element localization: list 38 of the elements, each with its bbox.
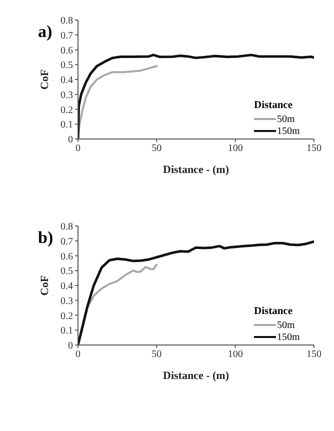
y-axis-title: CoF (38, 69, 51, 90)
y-tick-label: 0.2 (60, 310, 73, 322)
y-tick-label: 0.2 (60, 104, 73, 116)
y-tick-label: 0.4 (60, 281, 73, 292)
y-tick-label: 0.6 (60, 251, 73, 262)
y-tick-label: 0.8 (60, 16, 73, 27)
x-tick-label: 150 (306, 143, 322, 154)
legend-label: 150m (277, 332, 300, 342)
y-tick-label: 0.1 (60, 120, 73, 131)
legend-title: Distance (254, 306, 294, 317)
y-tick-label: 0.3 (60, 296, 73, 307)
y-tick-label: 0.5 (60, 60, 73, 72)
y-axis-title: CoF (38, 275, 51, 296)
x-tick-label: 50 (152, 349, 162, 360)
y-tick-label: 0.1 (60, 326, 73, 337)
x-tick-label: 0 (76, 349, 80, 360)
x-axis-title: Distance - (m) (163, 370, 230, 382)
x-tick-label: 0 (76, 143, 80, 154)
y-tick-label: 0.7 (60, 30, 73, 42)
y-tick-label: 0 (68, 134, 73, 146)
y-tick-label: 0.5 (60, 266, 73, 278)
legend-label: 50m (277, 320, 295, 330)
legend-label: 150m (277, 126, 300, 136)
y-tick-label: 0.3 (60, 90, 73, 101)
y-tick-label: 0.4 (60, 75, 73, 86)
x-axis-title: Distance - (m) (163, 164, 230, 176)
y-tick-label: 0.6 (60, 45, 73, 56)
y-tick-label: 0.7 (60, 236, 73, 248)
x-tick-label: 100 (228, 349, 243, 360)
y-tick-label: 0.8 (60, 222, 73, 233)
legend-title: Distance (254, 100, 294, 111)
chart-title: b) (38, 228, 54, 248)
x-tick-label: 150 (306, 349, 322, 360)
chart-title: a) (38, 22, 52, 42)
y-tick-label: 0 (68, 340, 73, 352)
x-tick-label: 50 (152, 143, 162, 154)
legend-label: 50m (277, 114, 295, 124)
x-tick-label: 100 (228, 143, 243, 154)
